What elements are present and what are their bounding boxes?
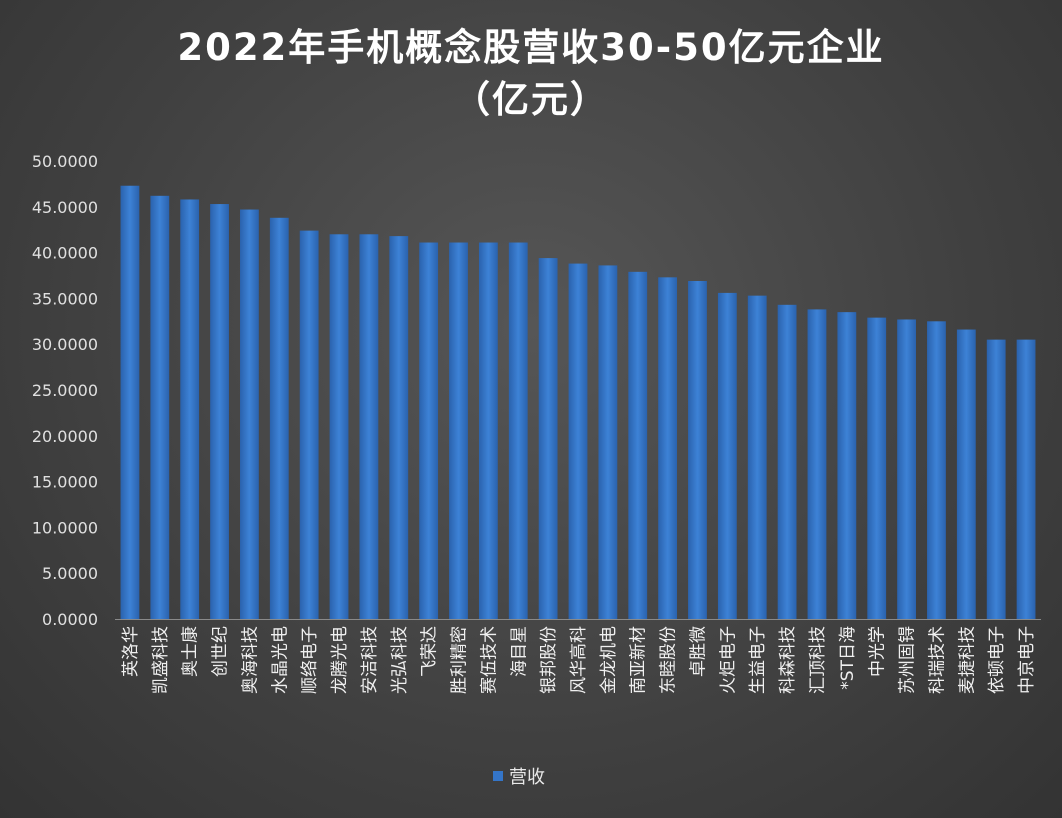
bar xyxy=(777,304,797,619)
x-tick-label: 赛伍技术 xyxy=(478,626,499,694)
x-tick-label: 卓胜微 xyxy=(688,626,708,677)
bar xyxy=(508,242,528,620)
bar xyxy=(299,230,319,619)
x-tick-label: 风华高科 xyxy=(569,626,589,694)
title-line: 2022年手机概念股营收30-50亿元企业 xyxy=(177,26,885,69)
legend: 营收 xyxy=(493,763,545,789)
y-tick-label: 0.0000 xyxy=(42,610,98,629)
x-tick-label: 汇顶科技 xyxy=(808,626,828,694)
x-tick-label: 南亚新材 xyxy=(629,626,649,694)
x-tick-label: 光弘科技 xyxy=(390,626,410,694)
bar xyxy=(568,263,588,619)
subtitle-line: （亿元） xyxy=(453,78,609,121)
bar xyxy=(807,309,827,619)
bar xyxy=(598,265,618,619)
bar xyxy=(717,292,737,619)
x-tick-label: 创世纪 xyxy=(211,626,231,677)
bar xyxy=(389,236,409,619)
x-tick-label: 中光学 xyxy=(868,626,888,677)
x-tick-label: *ST日海 xyxy=(838,626,858,690)
bar xyxy=(449,242,468,620)
bar xyxy=(837,312,857,619)
y-tick-label: 35.0000 xyxy=(32,289,98,308)
x-tick-label: 奥海科技 xyxy=(240,626,260,694)
x-tick-label: 东睦股份 xyxy=(659,626,679,694)
bar xyxy=(478,242,498,620)
x-tick-label: 苏州固锝 xyxy=(898,626,918,694)
bar xyxy=(1016,339,1036,619)
bar xyxy=(269,217,289,620)
bar xyxy=(867,317,887,619)
x-tick-label: 胜利精密 xyxy=(450,626,470,694)
y-tick-label: 40.0000 xyxy=(32,244,98,263)
x-tick-label: 凯盛科技 xyxy=(151,626,171,694)
bar xyxy=(180,199,200,620)
y-tick-label: 5.0000 xyxy=(42,564,98,583)
y-tick-label: 15.0000 xyxy=(32,473,98,492)
y-tick-label: 45.0000 xyxy=(32,198,98,217)
bar xyxy=(329,234,349,619)
bar xyxy=(927,321,946,619)
bar xyxy=(897,319,916,619)
bar xyxy=(688,280,707,619)
legend-swatch xyxy=(493,771,503,781)
bar xyxy=(150,195,170,620)
y-tick-label: 10.0000 xyxy=(32,518,98,537)
x-tick-label: 安洁科技 xyxy=(360,626,380,694)
x-tick-label: 中京电子 xyxy=(1017,626,1037,694)
x-tick-label: 水晶光电 xyxy=(270,626,290,694)
bar xyxy=(538,258,558,619)
x-tick-label: 海目星 xyxy=(509,626,529,677)
y-tick-label: 25.0000 xyxy=(32,381,98,400)
bar xyxy=(359,234,379,619)
bar xyxy=(240,209,259,619)
x-tick-label: 飞荣达 xyxy=(420,626,440,677)
bar xyxy=(210,204,229,619)
x-tick-label: 金龙机电 xyxy=(599,626,619,694)
x-tick-label: 顺络电子 xyxy=(300,626,320,694)
x-tick-label: 英洛华 xyxy=(121,626,141,677)
y-tick-label: 50.0000 xyxy=(32,152,98,171)
bar xyxy=(747,295,767,619)
x-tick-label: 生益电子 xyxy=(748,626,768,694)
bar xyxy=(986,339,1006,619)
x-tick-label: 麦捷科技 xyxy=(957,626,977,694)
bar xyxy=(658,277,678,619)
chart-title: 2022年手机概念股营收30-50亿元企业 （亿元） xyxy=(0,22,1062,126)
x-tick-label: 科森科技 xyxy=(778,626,798,694)
x-tick-label: 龙腾光电 xyxy=(330,626,350,694)
x-tick-label: 依顿电子 xyxy=(987,626,1007,694)
bar xyxy=(419,242,439,620)
x-tick-label: 火炬电子 xyxy=(718,626,738,694)
bar xyxy=(628,271,648,619)
x-tick-label: 银邦股份 xyxy=(539,626,559,694)
legend-label: 营收 xyxy=(509,767,545,788)
y-tick-label: 20.0000 xyxy=(32,427,98,446)
x-tick-label: 科瑞技术 xyxy=(927,626,947,694)
bar xyxy=(120,185,140,619)
bar xyxy=(956,329,976,619)
x-tick-label: 奥士康 xyxy=(181,626,201,677)
y-tick-label: 30.0000 xyxy=(32,335,98,354)
